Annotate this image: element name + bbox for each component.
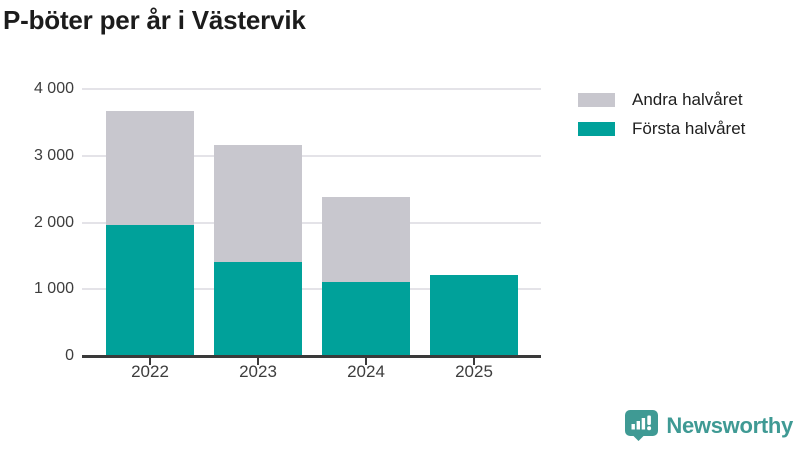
y-tick-label: 1 000 xyxy=(33,280,74,298)
x-axis-labels: 2022 2023 2024 2025 xyxy=(82,362,541,384)
legend-swatch-teal xyxy=(578,121,615,136)
y-tick-label: 0 xyxy=(65,347,74,364)
chart-title: P-böter per år i Västervik xyxy=(3,5,306,35)
bar-segment-andra-2024 xyxy=(322,197,410,282)
newsworthy-logo-text: Newsworthy xyxy=(666,412,793,438)
x-axis-tick xyxy=(149,358,151,365)
gridline xyxy=(82,154,541,157)
x-axis-tick xyxy=(365,358,367,365)
x-tick-label: 2023 xyxy=(239,362,277,381)
plot-area xyxy=(82,88,541,365)
y-tick-label: 4 000 xyxy=(33,80,74,97)
y-tick-label: 2 000 xyxy=(33,213,74,231)
legend: Andra halvåret Första halvåret xyxy=(578,91,745,149)
gridline xyxy=(82,221,541,224)
x-axis-line xyxy=(82,355,541,358)
gridline xyxy=(82,288,541,291)
x-tick-label: 2024 xyxy=(347,362,385,381)
legend-item-andra-halvaret: Andra halvåret xyxy=(578,91,745,108)
bar-segment-första-2022 xyxy=(106,225,194,356)
x-axis-tick xyxy=(473,358,475,365)
bar-segment-andra-2022 xyxy=(106,110,194,226)
bar-segment-första-2024 xyxy=(322,281,410,356)
legend-label: Första halvåret xyxy=(632,119,746,138)
x-tick-label: 2025 xyxy=(455,362,493,381)
legend-item-forsta-halvaret: Första halvåret xyxy=(578,120,745,137)
legend-swatch-gray xyxy=(578,92,615,107)
bar-segment-första-2025 xyxy=(430,274,518,356)
y-axis-labels: 0 1 000 2 000 3 000 4 000 xyxy=(0,81,74,364)
gridline xyxy=(82,88,541,90)
legend-label: Andra halvåret xyxy=(632,90,743,109)
newsworthy-logo: Newsworthy xyxy=(625,410,793,441)
bar-segment-andra-2023 xyxy=(214,144,302,262)
y-tick-label: 3 000 xyxy=(33,146,74,164)
bar-segment-första-2023 xyxy=(214,261,302,356)
x-tick-label: 2022 xyxy=(131,362,169,381)
x-axis-tick xyxy=(257,358,259,365)
bar-chart-speech-bubble-icon xyxy=(625,410,659,441)
